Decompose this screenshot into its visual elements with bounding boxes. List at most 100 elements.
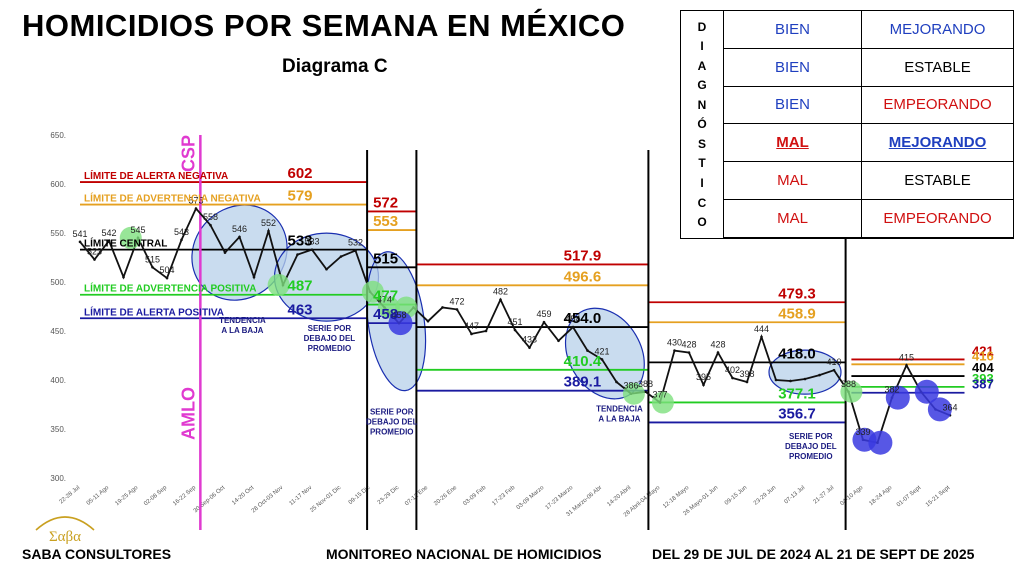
y-tick-label: 650. bbox=[50, 131, 66, 140]
data-label: 482 bbox=[493, 287, 508, 297]
diagnostico-status: MAL bbox=[723, 161, 862, 200]
diagnostico-letter: I bbox=[700, 39, 704, 54]
diagnostico-grid: BIEN MEJORANDO BIEN ESTABLE BIEN EMPEORANDO MA… bbox=[723, 10, 1014, 238]
diagnostico-row: BIEN MEJORANDO bbox=[723, 10, 1014, 49]
diagnostico-letter: A bbox=[697, 58, 707, 73]
data-point bbox=[774, 378, 778, 382]
limit-value-label: 602 bbox=[287, 165, 312, 182]
data-label: 433 bbox=[522, 335, 537, 345]
diagnostico-letter: Ó bbox=[697, 117, 707, 132]
data-point bbox=[832, 368, 836, 372]
limit-label: LÍMITE DE ADVERTENCIA NEGATIVA bbox=[84, 192, 261, 205]
x-tick-label: 19-25 Ago bbox=[114, 485, 139, 508]
diagnostico-status: MAL bbox=[723, 198, 862, 238]
y-tick-label: 550. bbox=[50, 229, 66, 238]
data-point bbox=[238, 235, 241, 239]
limit-value-label: 515 bbox=[373, 250, 398, 267]
y-tick-label: 300. bbox=[50, 474, 66, 483]
data-label: 523 bbox=[87, 246, 102, 256]
limit-label: LÍMITE DE ADVERTENCIA POSITIVA bbox=[84, 282, 256, 295]
data-label: 515 bbox=[145, 254, 160, 264]
data-point bbox=[339, 255, 343, 258]
data-point bbox=[484, 329, 488, 333]
limit-value-label: 553 bbox=[373, 213, 398, 230]
data-point bbox=[267, 229, 270, 233]
x-tick-label: 18-24 Ago bbox=[868, 485, 893, 508]
limit-value-label: 356.7 bbox=[778, 405, 816, 422]
data-point bbox=[673, 349, 676, 352]
diagnostico-trend: EMPEORANDO bbox=[861, 85, 1014, 125]
data-point bbox=[296, 253, 299, 256]
green-signal-point bbox=[119, 226, 142, 249]
data-label: 428 bbox=[710, 340, 725, 350]
y-tick-label: 400. bbox=[50, 376, 66, 385]
limit-value-label: 454.0 bbox=[564, 310, 602, 327]
limit-value-label: 479.3 bbox=[778, 285, 816, 302]
data-point bbox=[687, 351, 691, 354]
x-tick-label: 14-20 Oct bbox=[231, 485, 255, 507]
data-point bbox=[731, 376, 734, 380]
data-point bbox=[93, 258, 96, 261]
limit-value-label: 416 bbox=[972, 348, 994, 363]
x-tick-label: 03-09 Feb bbox=[462, 485, 487, 508]
annotation-label: SERIE POR DEBAJO DEL PROMEDIO bbox=[366, 407, 418, 436]
diagnostico-letter: T bbox=[698, 156, 706, 171]
x-tick-label: 03-09 Marzo bbox=[516, 485, 546, 512]
data-point bbox=[470, 332, 473, 336]
diagnostico-status: MAL bbox=[723, 123, 862, 163]
data-label: 395 bbox=[696, 372, 711, 382]
diagnostico-row: BIEN ESTABLE bbox=[723, 47, 1014, 87]
data-label: 541 bbox=[72, 229, 87, 239]
data-point bbox=[209, 223, 212, 227]
x-tick-label: 23-29 Jun bbox=[753, 485, 777, 507]
trend-ellipse bbox=[768, 349, 842, 395]
date-range: DEL 29 DE JUL DE 2024 AL 21 DE SEPT DE 2… bbox=[652, 546, 975, 562]
data-point bbox=[702, 383, 705, 387]
data-point bbox=[180, 238, 183, 242]
data-point bbox=[325, 267, 328, 271]
data-label: 444 bbox=[754, 324, 769, 334]
data-label: 542 bbox=[101, 228, 116, 238]
limit-value-label: 579 bbox=[287, 188, 312, 205]
limit-value-label: 410.4 bbox=[564, 353, 602, 370]
x-tick-label: 25 Nov-01 Dic bbox=[309, 485, 342, 514]
data-label: 532 bbox=[348, 238, 363, 248]
green-signal-point bbox=[651, 391, 674, 414]
data-label: 388 bbox=[638, 379, 653, 389]
data-point bbox=[426, 319, 430, 323]
x-tick-label: 28 Oct-03 Nov bbox=[251, 485, 284, 514]
data-point bbox=[455, 308, 459, 311]
annotation-label: TENDENCIA A LA BAJA bbox=[219, 316, 266, 335]
data-point bbox=[905, 364, 908, 367]
data-point bbox=[223, 251, 227, 254]
data-label: 428 bbox=[681, 340, 696, 350]
data-point bbox=[818, 373, 821, 377]
diagnostico-letter: I bbox=[700, 176, 704, 191]
blue-signal-point bbox=[885, 385, 910, 410]
chart-title: HOMICIDIOS POR SEMANA EN MÉXICO bbox=[22, 8, 626, 43]
data-point bbox=[571, 325, 575, 329]
data-label: 546 bbox=[232, 224, 247, 234]
data-point bbox=[586, 349, 589, 352]
x-tick-label: 07-13 Jul bbox=[784, 485, 807, 505]
diagnostico-trend: MEJORANDO bbox=[861, 123, 1014, 163]
data-point bbox=[557, 339, 560, 343]
data-label: 558 bbox=[203, 212, 218, 222]
data-label: 364 bbox=[942, 402, 957, 412]
x-tick-label: 16-22 Sep bbox=[172, 485, 198, 508]
data-label: 421 bbox=[594, 346, 609, 356]
data-point bbox=[803, 377, 807, 381]
diagnostico-row: MAL MEJORANDO bbox=[723, 123, 1014, 163]
x-tick-label: 09-15 Jun bbox=[724, 485, 748, 507]
diagnostico-letter: S bbox=[697, 136, 706, 151]
data-label: 552 bbox=[261, 218, 276, 228]
x-tick-label: 22-28 Jul bbox=[59, 485, 82, 505]
data-point bbox=[542, 320, 546, 324]
data-label: 377 bbox=[652, 390, 667, 400]
program-name: MONITOREO NACIONAL DE HOMICIDIOS bbox=[326, 546, 602, 562]
data-label: 430 bbox=[667, 338, 682, 348]
blue-signal-point bbox=[388, 311, 413, 336]
data-label: 504 bbox=[159, 265, 174, 275]
diagnostico-trend: ESTABLE bbox=[861, 47, 1014, 87]
